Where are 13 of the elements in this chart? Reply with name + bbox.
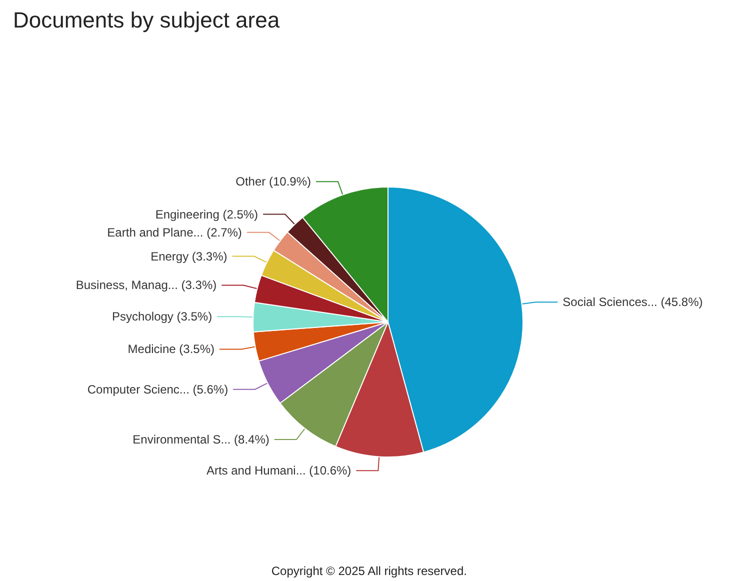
text: Copyright © 2025 All rights reserved. [271, 564, 467, 578]
slice-label: Social Sciences... (45.8%) [562, 295, 703, 310]
slice-label: Arts and Humani... (10.6%) [206, 464, 352, 478]
slice-label: Business, Manag... (3.3%) [76, 278, 217, 292]
slice-label: Engineering (2.5%) [155, 207, 258, 222]
slice-label: Earth and Plane... (2.7%) [107, 225, 242, 240]
slice-label: Environmental S... (8.4%) [132, 432, 270, 447]
slice-label: Computer Scienc... (5.6%) [87, 382, 228, 396]
chart-title: Documents by subject area [13, 8, 280, 32]
slice-label: Energy (3.3%) [150, 249, 228, 264]
slice-label: Other (10.9%) [236, 174, 312, 189]
slice-label: Medicine (3.5%) [128, 342, 215, 356]
slice-label: Psychology (3.5%) [112, 310, 212, 324]
